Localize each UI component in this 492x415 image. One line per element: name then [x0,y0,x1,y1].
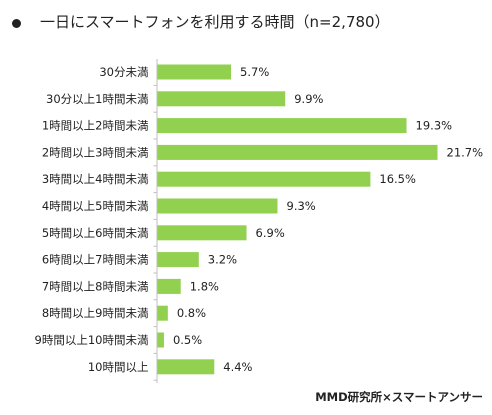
value-label: 9.3% [287,199,316,213]
category-label: 3時間以上4時間未満 [42,172,149,186]
value-label: 0.8% [177,306,206,320]
bar [157,91,286,107]
value-label: 3.2% [208,253,237,267]
category-label: 30分以上1時間未満 [46,92,148,106]
category-label: 6時間以上7時間未満 [42,253,149,267]
bar [157,252,199,268]
bar [157,332,164,348]
category-label: 7時間以上8時間未満 [42,279,149,293]
value-label: 16.5% [379,172,416,186]
bar [157,359,215,375]
bar [157,198,278,214]
bar [157,278,181,294]
category-label: 1時間以上2時間未満 [42,119,149,133]
bar [157,225,247,241]
value-label: 0.5% [173,333,202,347]
category-label: 5時間以上6時間未満 [42,226,149,240]
category-label: 9時間以上10時間未満 [35,333,149,347]
value-label: 5.7% [240,65,269,79]
bar [157,64,232,80]
value-label: 19.3% [416,119,453,133]
bar [157,171,371,187]
value-label: 9.9% [294,92,323,106]
category-label: 30分未満 [99,65,148,79]
category-label: 10時間以上 [88,360,149,374]
chart-title: 一日にスマートフォンを利用する時間（n=2,780） [40,13,390,31]
value-label: 1.8% [190,279,219,293]
category-label: 4時間以上5時間未満 [42,199,149,213]
title-bullet [12,19,21,28]
value-label: 4.4% [223,360,252,374]
category-label: 8時間以上9時間未満 [42,306,149,320]
value-label: 6.9% [256,226,285,240]
bar [157,305,168,321]
value-label: 21.7% [447,145,484,159]
bar [157,118,407,134]
bar [157,144,438,160]
category-label: 2時間以上3時間未満 [42,145,149,159]
source-credit: MMD研究所×スマートアンサー [315,390,483,404]
